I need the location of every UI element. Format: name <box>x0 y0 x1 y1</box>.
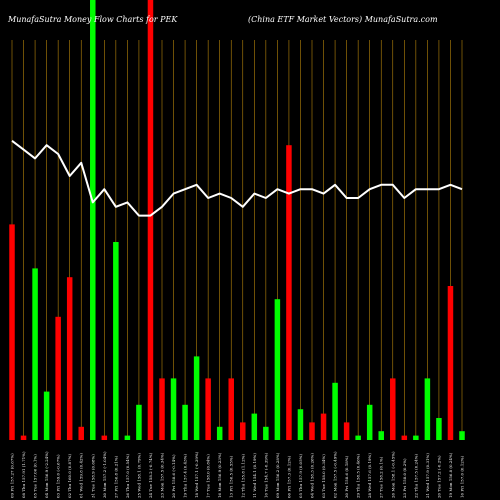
bar <box>240 422 246 440</box>
x-tick-label: 21 Wed 157.9 (0.31%) <box>425 453 430 498</box>
bar <box>216 426 223 440</box>
x-tick-label: 02 Mon 157.5 (-0.49%) <box>333 451 338 498</box>
bar <box>355 435 361 440</box>
x-tick-label: 04 Wed 158.3 (0.26%) <box>310 453 315 498</box>
x-tick-label: 31 Tue 158.9 (0.68%) <box>90 454 95 498</box>
bar <box>101 435 108 440</box>
bar <box>66 277 73 440</box>
bar <box>286 145 292 440</box>
x-tick-label: 05 Tue 157.06 (0.1%) <box>33 454 38 498</box>
x-tick-label: 27 Fri 156.8 (0.21%) <box>113 455 118 498</box>
x-tick-label: 22 Thu 157.5 (0.24%) <box>413 454 418 498</box>
bar <box>263 426 269 440</box>
x-tick-label: 19 Thu 157.4 (0.43%) <box>183 454 188 498</box>
bar <box>297 409 304 440</box>
bar <box>32 268 38 440</box>
bar <box>124 435 131 440</box>
bar <box>9 224 15 440</box>
x-tick-label: 03 Tue 158.0 (0.34%) <box>321 454 326 498</box>
x-tick-label: 02 Thu 160.0 (0.87%) <box>67 454 72 498</box>
x-tick-label: 04 Mon 156.9 (-2.24%) <box>44 451 49 498</box>
x-tick-label: 20 Tue 157.2 (-0.2%) <box>436 455 441 498</box>
x-tick-label: 23 Fri 158.0 (0.2%) <box>402 458 407 498</box>
chart-subtitle: (China ETF Market Vectors) MunafaSutra.c… <box>248 15 438 24</box>
x-tick-label: 11 Wed 154.1 (0.19%) <box>252 453 257 498</box>
x-tick-label: 17 Tue 158.0 (0.84%) <box>206 454 211 498</box>
bar <box>459 431 465 440</box>
x-tick-label: 13 Fri 156.5 (0.55%) <box>229 455 234 498</box>
bar <box>193 356 200 440</box>
x-tick-label: 30 Mon 157.2 (-1.04%) <box>102 451 107 498</box>
x-tick-label: 27 Tue 158.2 (0.1%) <box>379 456 384 498</box>
bar <box>390 378 396 440</box>
bar <box>309 422 315 440</box>
bar <box>447 286 454 440</box>
chart-title: MunafaSutra Money Flow Charts for PEK <box>7 15 178 24</box>
bar <box>136 404 142 440</box>
bar <box>343 422 350 440</box>
bar <box>251 413 258 440</box>
bar <box>20 435 27 440</box>
x-tick-label: 25 Wed 158.1 (0.79%) <box>136 453 141 498</box>
bar <box>274 299 281 440</box>
x-tick-label: 29 Thu 158.5 (0.46%) <box>356 454 361 498</box>
x-tick-label: 30 Fri 158.6 (0.18%) <box>344 455 349 498</box>
bar-series <box>9 0 465 440</box>
x-tick-labels: 09 Fri 157.27 (0.67%) 08 Thu 157.91 (1.71… <box>10 451 465 498</box>
money-flow-line <box>11 140 463 217</box>
x-tick-label: 16 Mon 156.9 (0.23%) <box>217 452 222 498</box>
bar <box>182 404 188 440</box>
x-tick-label: 10 Tue 154.7 (-0.39%) <box>263 452 268 498</box>
line-series <box>11 140 463 217</box>
x-tick-label: 16 Fri 157.0 (0.12%) <box>460 455 465 498</box>
bar <box>205 378 211 440</box>
bar <box>55 316 61 440</box>
x-tick-label: 12 Thu 155.8 (1.12%) <box>240 454 245 498</box>
x-tick-label: 05 Thu 157.9 (0.05%) <box>298 454 303 498</box>
bar <box>90 0 96 440</box>
x-tick-label: 09 Fri 157.27 (0.67%) <box>10 453 15 498</box>
bar <box>424 378 431 440</box>
x-tick-label: 20 Fri 158.6 (-0.14%) <box>171 454 176 498</box>
bar <box>366 404 373 440</box>
bar <box>170 378 177 440</box>
x-tick-label: 28 Wed 157.6 (0.19%) <box>367 453 372 498</box>
x-tick-label: 01 Wed 159.8 (0.42%) <box>79 453 84 498</box>
x-tick-label: 23 Mon 157.5 (0.34%) <box>160 452 165 498</box>
x-tick-label: 09 Mon 156.2 (0.28%) <box>275 452 280 498</box>
bar <box>228 378 234 440</box>
x-tick-label: 26 Mon 158.1 (-0.45%) <box>390 451 395 498</box>
bar <box>320 413 327 440</box>
bar <box>78 426 84 440</box>
x-tick-label: 06 Fri 157.3 (0.12%) <box>286 455 291 498</box>
bar <box>159 378 165 440</box>
bar <box>401 435 408 440</box>
x-tick-label: 08 Thu 157.91 (1.71%) <box>21 451 26 498</box>
bar <box>378 431 384 440</box>
bar <box>147 0 154 440</box>
x-tick-label: 24 Tue 158.2 (-0.74%) <box>148 452 153 498</box>
x-tick-label: 18 Wed 157.1 (-0.39%) <box>194 451 199 498</box>
bar <box>43 391 50 440</box>
bar <box>332 382 338 440</box>
bar <box>436 418 442 440</box>
x-tick-label: 03 Fri 159.0 (-0.67%) <box>56 454 61 498</box>
bar <box>113 242 119 440</box>
x-tick-label: 19 Mon 156.8 (0.24%) <box>448 452 453 498</box>
bar <box>413 435 419 440</box>
x-tick-label: 26 Thu 157.0 (0.54%) <box>125 454 130 498</box>
